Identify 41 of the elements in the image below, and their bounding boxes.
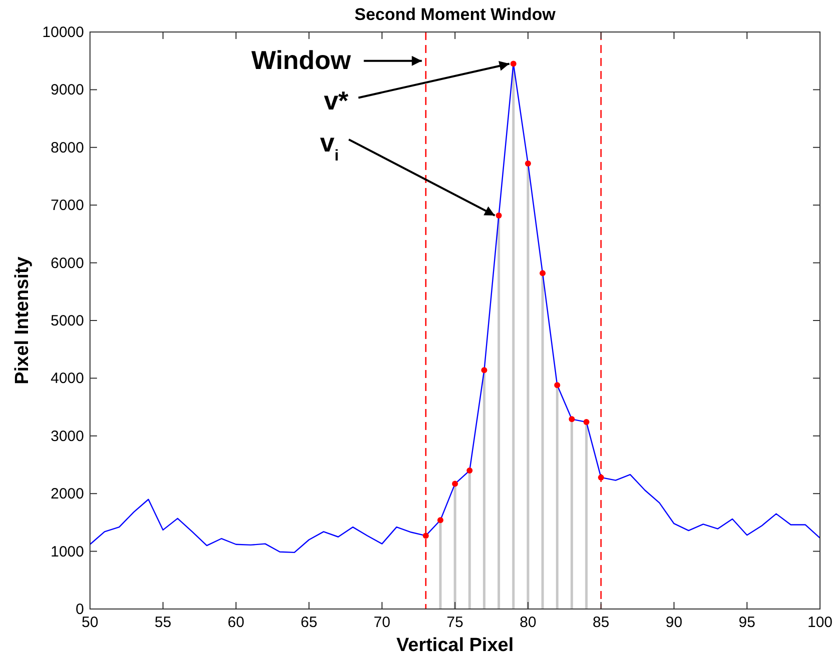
x-tick-label: 90 — [666, 614, 682, 631]
point — [568, 416, 575, 422]
x-tick-label: 75 — [446, 614, 464, 631]
x-tick-label: 95 — [738, 614, 756, 631]
y-tick-label: 0 — [76, 601, 84, 618]
chart-title: Second Moment Window — [354, 5, 556, 24]
point — [510, 60, 516, 67]
point — [466, 468, 473, 474]
point — [452, 480, 458, 487]
point — [598, 474, 604, 480]
point — [540, 270, 546, 276]
point — [496, 212, 502, 218]
y-tick-label: 6000 — [50, 254, 84, 272]
annotation: v* — [324, 86, 350, 116]
annotation: v$_{i}$ — [320, 127, 339, 164]
x-tick-label: 50 — [82, 614, 98, 631]
point — [422, 532, 429, 539]
x-tick-label: 85 — [592, 614, 610, 631]
y-tick-label: 2000 — [50, 486, 84, 503]
y-tick-label: 8000 — [50, 139, 84, 156]
point — [583, 419, 590, 426]
y-tick-label: 3000 — [50, 428, 84, 445]
point — [481, 367, 488, 374]
y-tick-label: 1000 — [50, 543, 84, 560]
annotation: Window — [251, 44, 352, 75]
y-axis-title: Pixel Intensity — [12, 256, 33, 384]
x-tick-label: 80 — [520, 614, 536, 631]
x-tick-label: 60 — [228, 614, 244, 631]
y-tick-label: 9000 — [50, 82, 84, 99]
point — [437, 517, 444, 524]
y-tick-label: 4000 — [50, 370, 84, 388]
point — [554, 382, 560, 388]
y-tick-label: 7000 — [50, 197, 84, 214]
x-axis-title: Vertical Pixel — [396, 635, 514, 656]
x-tick-label: 70 — [374, 614, 390, 631]
point — [525, 160, 531, 167]
y-tick-label: 5000 — [50, 312, 84, 330]
x-tick-label: 55 — [154, 614, 172, 631]
y-tick-label: 10000 — [42, 24, 84, 41]
x-tick-label: 65 — [300, 614, 318, 631]
x-tick-label: 100 — [807, 614, 833, 631]
